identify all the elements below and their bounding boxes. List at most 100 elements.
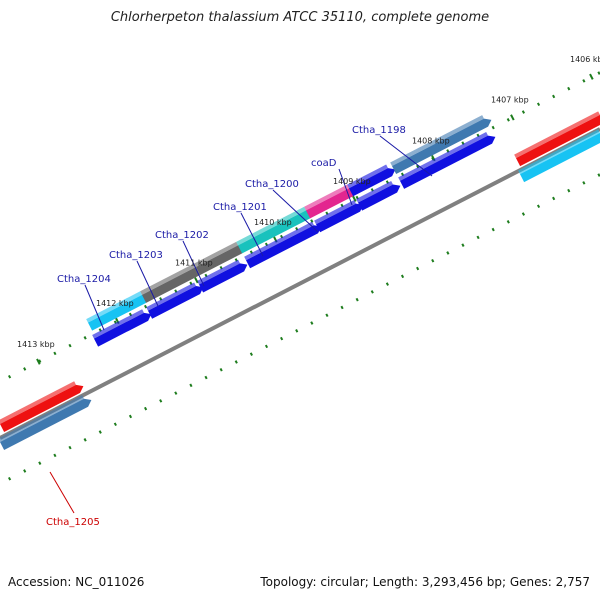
gene-bar-ctha-1198 — [392, 118, 492, 175]
gene-bar-ctha-1205-bevel — [0, 381, 76, 424]
cds-bar-bevel — [356, 180, 393, 203]
minor-tick — [8, 476, 12, 481]
minor-tick — [68, 445, 72, 450]
minor-tick — [597, 173, 600, 177]
tick-label: 1407 kbp — [491, 96, 529, 105]
tick-label: 1412 kbp — [96, 299, 134, 308]
leader-line — [49, 471, 75, 514]
minor-tick — [582, 79, 586, 83]
cds-bar-bevel — [92, 309, 144, 339]
minor-tick — [536, 102, 541, 107]
gene-bar-coad-bevel — [347, 164, 388, 189]
minor-tick — [144, 304, 148, 309]
gene-bar-right-sky — [520, 132, 600, 183]
leader-line — [84, 284, 105, 331]
minor-tick — [446, 251, 450, 255]
minor-tick — [567, 188, 571, 193]
minor-tick — [264, 344, 269, 349]
gene-bar-right-red-bevel — [514, 111, 600, 159]
minor-tick — [491, 125, 495, 130]
minor-tick — [340, 305, 344, 310]
minor-tick — [385, 282, 389, 286]
major-tick — [352, 195, 357, 202]
gene-label: Ctha_1204 — [57, 274, 111, 285]
minor-tick — [113, 422, 117, 427]
gene-bar-ctha-1204 — [88, 294, 150, 331]
tick-label: 1410 kbp — [254, 218, 292, 227]
cds-bar — [316, 203, 364, 233]
minor-tick — [38, 359, 42, 363]
backbone-layer — [0, 127, 600, 440]
cds-bar — [199, 263, 248, 293]
cds-bar — [246, 225, 322, 269]
gene-bar-left-steel — [0, 398, 92, 451]
gene-bar-ctha-1202-bevel — [194, 241, 238, 268]
minor-tick — [83, 438, 87, 442]
minor-tick — [280, 336, 284, 341]
gene-bar-left-steel-bevel — [0, 395, 84, 442]
minor-tick — [159, 399, 163, 403]
cds-bar-bevel — [146, 282, 196, 311]
minor-tick — [174, 391, 178, 395]
cds-bar-bevel — [197, 259, 240, 285]
minor-tick — [53, 453, 57, 458]
tick-label: 1409 kbp — [333, 177, 371, 186]
minor-tick — [53, 351, 57, 356]
backbone-line — [0, 127, 600, 440]
tick-label: 1406 kbp — [570, 55, 600, 64]
minor-tick — [461, 243, 465, 247]
leader-line — [136, 260, 159, 307]
topology-summary: Topology: circular; Length: 3,293,456 bp… — [260, 575, 590, 589]
minor-tick — [431, 258, 435, 263]
cds-bar — [400, 135, 496, 189]
gene-bar-ctha-1200 — [306, 188, 357, 219]
minor-tick — [23, 469, 27, 473]
minor-tick — [204, 375, 208, 380]
leader-line — [240, 212, 264, 257]
leader-line — [182, 240, 205, 287]
major-tick — [194, 277, 199, 284]
minor-tick — [370, 290, 374, 294]
cds-bar-bevel — [398, 132, 488, 181]
minor-tick — [219, 367, 223, 372]
leader-line — [379, 135, 433, 177]
minor-tick — [128, 414, 133, 419]
minor-tick — [98, 430, 102, 434]
gene-label: Ctha_1202 — [155, 230, 209, 241]
accession-text: Accession: NC_011026 — [8, 575, 145, 589]
gene-bar-coad — [349, 168, 396, 197]
leader-line — [272, 189, 319, 233]
cds-bar — [148, 286, 204, 319]
cds-bar-bevel — [314, 200, 356, 225]
cds-bar — [358, 184, 401, 211]
minor-tick — [234, 360, 238, 364]
minor-tick — [506, 118, 510, 122]
tick-layer — [8, 71, 600, 481]
minor-tick — [325, 313, 329, 318]
gene-label: Ctha_1198 — [352, 125, 406, 136]
minor-tick — [310, 321, 314, 325]
gene-bar-ctha-1203 — [142, 267, 201, 303]
gene-bar-ctha-1200-bevel — [304, 184, 349, 211]
minor-tick — [506, 220, 510, 224]
minor-tick — [38, 461, 42, 465]
gene-label: coaD — [311, 158, 337, 169]
minor-tick — [491, 227, 495, 232]
leader-layer — [49, 135, 433, 514]
minor-tick — [400, 274, 405, 279]
major-tick — [589, 73, 594, 80]
gene-bar-right-sky-bevel — [518, 129, 600, 175]
gene-bar-ctha-1205 — [0, 384, 84, 433]
gene-bar-ctha-1204-bevel — [86, 291, 142, 323]
minor-tick — [8, 374, 12, 379]
minor-tick — [416, 266, 420, 271]
gene-bar-ctha-1203-bevel — [140, 263, 196, 295]
label-layer: 1406 kbp 1407 kbp 1408 kbp 1409 kbp 1410 kbp… — [17, 55, 600, 528]
minor-tick — [476, 235, 480, 240]
minor-tick — [68, 343, 72, 348]
minor-tick — [552, 94, 556, 99]
tick-label: 1411 kbp — [175, 259, 213, 268]
major-tick — [36, 358, 41, 365]
minor-tick — [536, 204, 541, 209]
